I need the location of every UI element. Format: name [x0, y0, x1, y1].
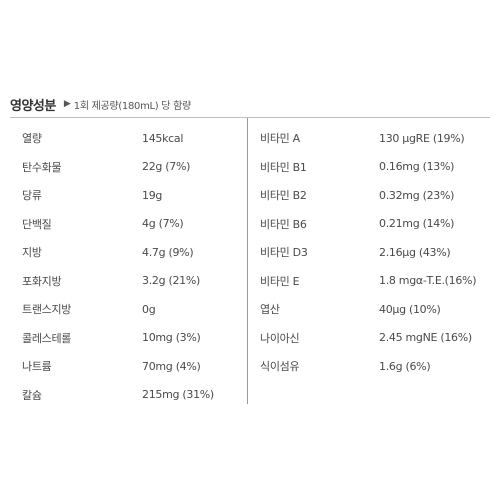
nutrient-name: 트랜스지방 — [22, 303, 72, 317]
left-column: 열량 145kcal 탄수화물 22g (7%) 당류 19g 단백질 4g (7%) … — [10, 124, 247, 409]
table-row: 엽산 40μg (10%) — [248, 295, 490, 324]
table-row: 비타민 D3 2.16μg (43%) — [248, 238, 490, 267]
nutrient-value: 130 μgRE (19%) — [379, 131, 465, 145]
table-row: 비타민 A 130 μgRE (19%) — [248, 124, 490, 153]
table-row: 비타민 E 1.8 mgα-T.E.(16%) — [248, 267, 490, 296]
table-row: 열량 145kcal — [10, 124, 247, 153]
nutrient-name: 칼슘 — [22, 388, 42, 402]
nutrient-value: 0.32mg (23%) — [379, 188, 455, 202]
table-row: 포화지방 3.2g (21%) — [10, 267, 247, 296]
table-row: 나이아신 2.45 mgNE (16%) — [248, 324, 490, 353]
table-row: 비타민 B2 0.32mg (23%) — [248, 181, 490, 210]
table-row: 당류 19g — [10, 181, 247, 210]
table-row: 단백질 4g (7%) — [10, 210, 247, 239]
table-row: 지방 4.7g (9%) — [10, 238, 247, 267]
serving-size-note: 1회 제공량(180mL) 당 함량 — [73, 100, 191, 112]
table-row: 비타민 B1 0.16mg (13%) — [248, 153, 490, 182]
nutrient-name: 지방 — [22, 246, 42, 260]
table-row: 탄수화물 22g (7%) — [10, 153, 247, 182]
nutrient-value: 1.6g (6%) — [379, 359, 431, 373]
nutrient-value: 10mg (3%) — [142, 331, 201, 345]
nutrient-name: 당류 — [22, 189, 42, 203]
nutrient-name: 열량 — [22, 132, 42, 146]
table-row: 나트륨 70mg (4%) — [10, 352, 247, 381]
nutrient-name: 비타민 B2 — [260, 189, 307, 203]
table-row: 콜레스테롤 10mg (3%) — [10, 324, 247, 353]
nutrient-name: 비타민 D3 — [260, 246, 308, 260]
nutrient-value: 70mg (4%) — [142, 359, 201, 373]
table-row: 트랜스지방 0g — [10, 295, 247, 324]
nutrient-name: 나트륨 — [22, 360, 52, 374]
nutrient-name: 비타민 A — [260, 132, 300, 146]
table-row: 비타민 B6 0.21mg (14%) — [248, 210, 490, 239]
nutrient-value: 4.7g (9%) — [142, 245, 194, 259]
nutrition-table: 열량 145kcal 탄수화물 22g (7%) 당류 19g 단백질 4g (7%) … — [10, 117, 490, 404]
nutrient-name: 포화지방 — [22, 274, 62, 288]
nutrient-name: 콜레스테롤 — [22, 331, 72, 345]
table-row: 칼슘 215mg (31%) — [10, 381, 247, 410]
play-arrow-icon: ▶ — [63, 99, 71, 109]
nutrient-name: 비타민 B1 — [260, 160, 307, 174]
nutrient-value: 19g — [142, 188, 163, 202]
nutrient-name: 엽산 — [260, 303, 280, 317]
nutrient-value: 2.16μg (43%) — [379, 245, 451, 259]
nutrient-value: 3.2g (21%) — [142, 274, 201, 288]
right-column: 비타민 A 130 μgRE (19%) 비타민 B1 0.16mg (13%) 비… — [248, 124, 490, 381]
nutrient-name: 비타민 B6 — [260, 217, 307, 231]
nutrient-name: 비타민 E — [260, 274, 300, 288]
nutrition-title: 영양성분 — [10, 98, 56, 114]
column-divider — [247, 118, 248, 404]
nutrient-value: 1.8 mgα-T.E.(16%) — [379, 274, 477, 288]
nutrient-name: 나이아신 — [260, 331, 300, 345]
nutrient-name: 탄수화물 — [22, 160, 62, 174]
nutrition-header: 영양성분 ▶ 1회 제공량(180mL) 당 함량 — [10, 92, 490, 116]
nutrient-value: 145kcal — [142, 131, 184, 145]
nutrient-value: 4g (7%) — [142, 217, 184, 231]
nutrient-name: 식이섬유 — [260, 360, 300, 374]
nutrient-value: 0.21mg (14%) — [379, 217, 455, 231]
nutrient-value: 0g — [142, 302, 156, 316]
nutrient-value: 215mg (31%) — [142, 388, 214, 402]
nutrient-name: 단백질 — [22, 217, 52, 231]
nutrient-value: 0.16mg (13%) — [379, 160, 455, 174]
nutrient-value: 2.45 mgNE (16%) — [379, 331, 472, 345]
table-row: 식이섬유 1.6g (6%) — [248, 352, 490, 381]
nutrient-value: 22g (7%) — [142, 160, 191, 174]
nutrient-value: 40μg (10%) — [379, 302, 441, 316]
